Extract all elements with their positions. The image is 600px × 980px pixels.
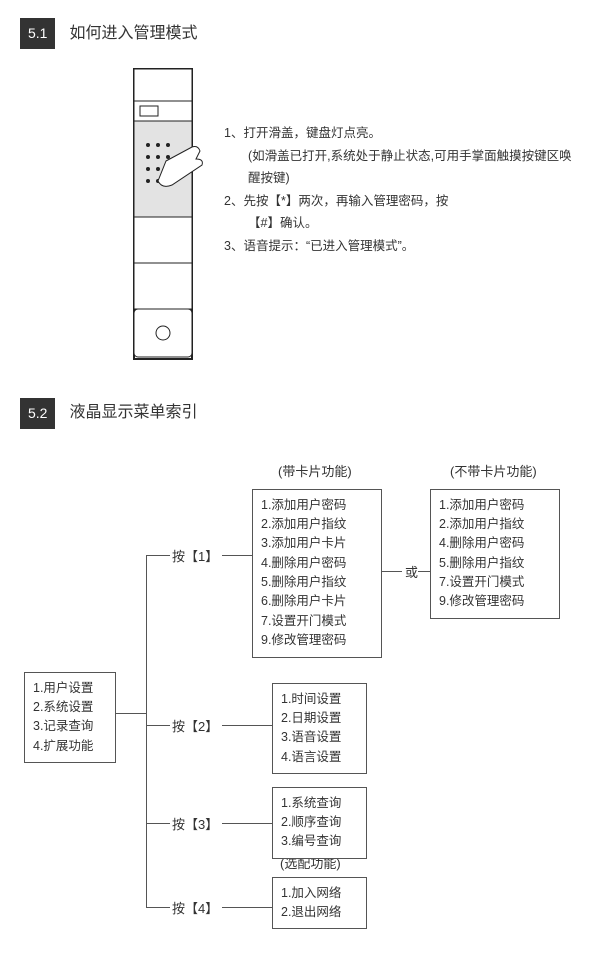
menu-tree: (带卡片功能) (不带卡片功能) 或 1.用户设置 2.系统设置 3.记录查询 … [20,447,580,977]
root-item: 4.扩展功能 [33,737,107,756]
section-5-2-title: 液晶显示菜单索引 [69,401,197,425]
section-5-1-header: 5.1 如何进入管理模式 [20,18,580,49]
list-item: 9.修改管理密码 [261,631,373,650]
list-item: 1.加入网络 [281,884,358,903]
instructions-list: 1、打开滑盖，键盘灯点亮。 (如滑盖已打开,系统处于静止状态,可用手掌面触摸按键… [224,67,580,368]
menu1-nocard-box: 1.添加用户密码 2.添加用户指纹 4.删除用户密码 5.删除用户指纹 7.设置… [430,489,560,619]
list-item: 7.设置开门模式 [439,573,551,592]
list-item: 2.日期设置 [281,709,358,728]
list-item: 4.删除用户密码 [261,554,373,573]
list-item: 1.系统查询 [281,794,358,813]
press-1-label: 按【1】 [172,547,218,567]
step-3: 3、语音提示：“已进入管理模式”。 [224,235,580,258]
list-item: 4.删除用户密码 [439,534,551,553]
list-item: 1.添加用户密码 [439,496,551,515]
list-item: 7.设置开门模式 [261,612,373,631]
root-item: 2.系统设置 [33,698,107,717]
list-item: 5.删除用户指纹 [261,573,373,592]
section-5-1-number: 5.1 [20,18,55,49]
list-item: 3.添加用户卡片 [261,534,373,553]
list-item: 9.修改管理密码 [439,592,551,611]
list-item: 1.时间设置 [281,690,358,709]
list-item: 6.删除用户卡片 [261,592,373,611]
step-1: 1、打开滑盖，键盘灯点亮。 [224,122,580,145]
root-menu-box: 1.用户设置 2.系统设置 3.记录查询 4.扩展功能 [24,672,116,764]
list-item: 4.语言设置 [281,748,358,767]
press-4-label: 按【4】 [172,899,218,919]
root-item: 3.记录查询 [33,717,107,736]
list-item: 2.添加用户指纹 [261,515,373,534]
list-item: 1.添加用户密码 [261,496,373,515]
or-label: 或 [405,563,418,583]
step-2a: 2、先按【*】两次，再输入管理密码，按 [224,190,580,213]
list-item: 2.添加用户指纹 [439,515,551,534]
section-5-2-header: 5.2 液晶显示菜单索引 [20,398,580,429]
step-1-sub: (如滑盖已打开,系统处于静止状态,可用手掌面触摸按键区唤醒按键) [224,145,580,190]
menu4-box: 1.加入网络 2.退出网络 [272,877,367,930]
section-5-1-title: 如何进入管理模式 [69,22,197,46]
menu3-box: 1.系统查询 2.顺序查询 3.编号查询 [272,787,367,859]
press-2-label: 按【2】 [172,717,218,737]
device-icon [120,67,208,362]
list-item: 3.语音设置 [281,728,358,747]
list-item: 3.编号查询 [281,832,358,851]
step-2b: 【#】确认。 [224,212,580,235]
press-3-label: 按【3】 [172,815,218,835]
device-illustration [120,67,208,368]
header-with-card: (带卡片功能) [278,462,352,482]
list-item: 2.退出网络 [281,903,358,922]
list-item: 2.顺序查询 [281,813,358,832]
menu2-box: 1.时间设置 2.日期设置 3.语音设置 4.语言设置 [272,683,367,775]
section-5-1-content: 1、打开滑盖，键盘灯点亮。 (如滑盖已打开,系统处于静止状态,可用手掌面触摸按键… [120,67,580,368]
header-without-card: (不带卡片功能) [450,462,537,482]
section-5-2-number: 5.2 [20,398,55,429]
menu1-card-box: 1.添加用户密码 2.添加用户指纹 3.添加用户卡片 4.删除用户密码 5.删除… [252,489,382,658]
root-item: 1.用户设置 [33,679,107,698]
list-item: 5.删除用户指纹 [439,554,551,573]
